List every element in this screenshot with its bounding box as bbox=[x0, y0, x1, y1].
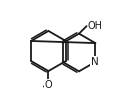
Text: N: N bbox=[91, 57, 99, 67]
Text: OH: OH bbox=[87, 21, 102, 31]
Text: O: O bbox=[45, 80, 52, 90]
